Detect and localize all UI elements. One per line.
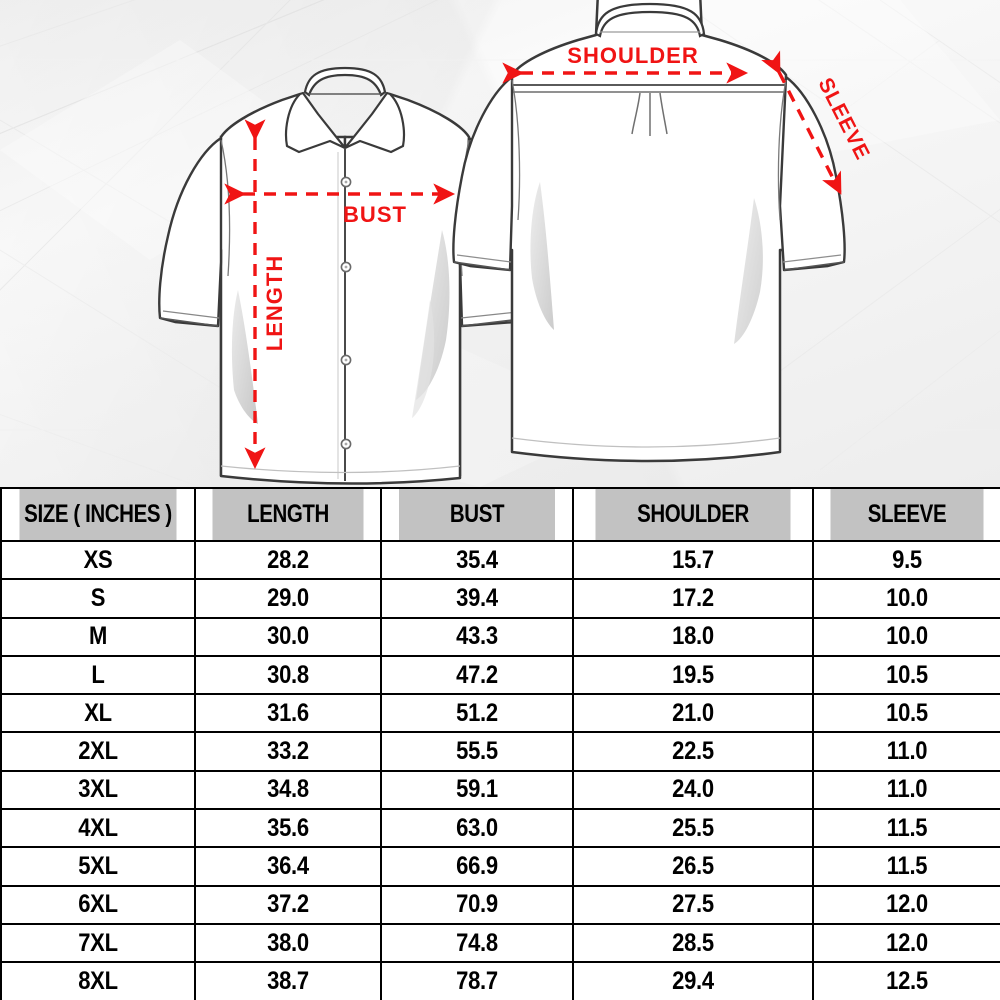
table-row: XS 28.2 35.4 15.7 9.5 (1, 539, 1000, 581)
cell-bust: 47.2 (391, 654, 563, 696)
cell-bust: 39.4 (391, 578, 563, 619)
cell-shoulder: 25.5 (586, 808, 800, 849)
cell-size: 5XL (11, 846, 185, 887)
table-row: XL 31.6 51.2 21.0 10.5 (1, 693, 1000, 734)
cell-length: 38.0 (205, 922, 371, 964)
cell-size: XS (11, 539, 185, 581)
cell-size: S (11, 578, 185, 619)
cell-length: 30.0 (205, 616, 371, 657)
cell-shoulder: 26.5 (586, 846, 800, 887)
cell-bust: 66.9 (391, 846, 563, 887)
cell-sleeve: 12.0 (823, 922, 991, 964)
cell-bust: 63.0 (391, 808, 563, 849)
table-row: 5XL 36.4 66.9 26.5 11.5 (1, 846, 1000, 887)
column-header-sleeve: SLEEVE (829, 487, 985, 542)
bust-label: BUST (343, 202, 407, 227)
column-header-length: LENGTH (210, 487, 366, 542)
table-header-row: SIZE ( INCHES ) LENGTH BUST SHOULDER SLE… (1, 487, 1000, 542)
cell-sleeve: 10.0 (823, 616, 991, 657)
cell-shoulder: 29.4 (586, 961, 800, 1000)
cell-sleeve: 12.0 (823, 884, 991, 925)
cell-sleeve: 12.5 (823, 961, 991, 1000)
cell-length: 28.2 (205, 539, 371, 581)
cell-size: M (11, 616, 185, 657)
cell-shoulder: 17.2 (586, 578, 800, 619)
cell-shoulder: 21.0 (586, 693, 800, 734)
size-chart-table: SIZE ( INCHES ) LENGTH BUST SHOULDER SLE… (0, 487, 1000, 1000)
table-row: 6XL 37.2 70.9 27.5 12.0 (1, 884, 1000, 925)
cell-sleeve: 11.5 (823, 808, 991, 849)
cell-sleeve: 11.5 (823, 846, 991, 887)
cell-bust: 59.1 (391, 769, 563, 811)
cell-shoulder: 18.0 (586, 616, 800, 657)
cell-length: 35.6 (205, 808, 371, 849)
column-header-bust: BUST (397, 487, 557, 542)
cell-sleeve: 10.5 (823, 693, 991, 734)
cell-shoulder: 15.7 (586, 539, 800, 581)
cell-length: 38.7 (205, 961, 371, 1000)
cell-length: 30.8 (205, 654, 371, 696)
cell-bust: 35.4 (391, 539, 563, 581)
table-row: S 29.0 39.4 17.2 10.0 (1, 578, 1000, 619)
cell-bust: 70.9 (391, 884, 563, 925)
cell-sleeve: 11.0 (823, 731, 991, 772)
cell-size: 8XL (11, 961, 185, 1000)
column-header-size: SIZE ( INCHES ) (17, 487, 179, 542)
cell-shoulder: 19.5 (586, 654, 800, 696)
back-shirt-figure (452, 0, 846, 463)
cell-bust: 78.7 (391, 961, 563, 1000)
table-row: 8XL 38.7 78.7 29.4 12.5 (1, 961, 1000, 1000)
cell-sleeve: 10.5 (823, 654, 991, 696)
cell-bust: 55.5 (391, 731, 563, 772)
cell-bust: 43.3 (391, 616, 563, 657)
cell-size: 6XL (11, 884, 185, 925)
table-row: L 30.8 47.2 19.5 10.5 (1, 654, 1000, 696)
cell-length: 34.8 (205, 769, 371, 811)
cell-length: 31.6 (205, 693, 371, 734)
cell-length: 29.0 (205, 578, 371, 619)
cell-size: 4XL (11, 808, 185, 849)
cell-size: 2XL (11, 731, 185, 772)
shirt-diagrams-svg: BUST LENGTH (0, 0, 1000, 487)
sleeve-measure-arrow (761, 50, 842, 195)
table-row: 3XL 34.8 59.1 24.0 11.0 (1, 769, 1000, 811)
table-row: M 30.0 43.3 18.0 10.0 (1, 616, 1000, 657)
shoulder-label: SHOULDER (567, 43, 698, 68)
column-header-shoulder: SHOULDER (593, 487, 793, 542)
cell-size: XL (11, 693, 185, 734)
shirt-illustration-panel: BUST LENGTH (0, 0, 1000, 487)
cell-size: 7XL (11, 922, 185, 964)
cell-shoulder: 22.5 (586, 731, 800, 772)
cell-length: 33.2 (205, 731, 371, 772)
cell-size: 3XL (11, 769, 185, 811)
cell-sleeve: 9.5 (823, 539, 991, 581)
cell-sleeve: 11.0 (823, 769, 991, 811)
cell-length: 37.2 (205, 884, 371, 925)
table-row: 2XL 33.2 55.5 22.5 11.0 (1, 731, 1000, 772)
table-row: 4XL 35.6 63.0 25.5 11.5 (1, 808, 1000, 849)
cell-shoulder: 24.0 (586, 769, 800, 811)
cell-bust: 74.8 (391, 922, 563, 964)
cell-length: 36.4 (205, 846, 371, 887)
length-label: LENGTH (262, 255, 287, 351)
cell-shoulder: 28.5 (586, 922, 800, 964)
table-body: XS 28.2 35.4 15.7 9.5 S 29.0 39.4 17.2 10.0 M 30.0 4… (1, 539, 1000, 1000)
cell-size: L (11, 654, 185, 696)
table-row: 7XL 38.0 74.8 28.5 12.0 (1, 922, 1000, 964)
cell-shoulder: 27.5 (586, 884, 800, 925)
cell-bust: 51.2 (391, 693, 563, 734)
cell-sleeve: 10.0 (823, 578, 991, 619)
